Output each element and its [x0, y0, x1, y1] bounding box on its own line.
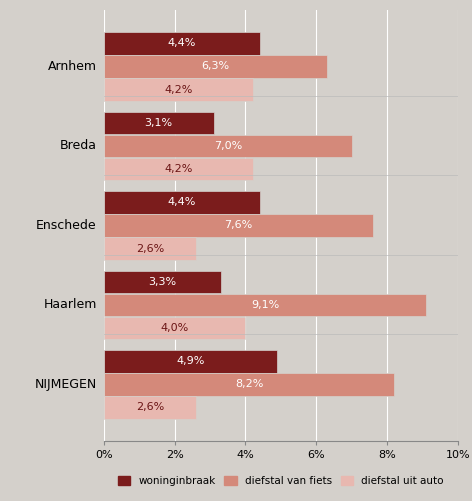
Bar: [104, 214, 373, 236]
Text: Breda: Breda: [60, 139, 97, 152]
Bar: [104, 373, 394, 396]
Text: 3,3%: 3,3%: [148, 277, 177, 287]
Bar: [104, 350, 278, 373]
Text: 4,4%: 4,4%: [168, 197, 196, 207]
Text: 3,1%: 3,1%: [144, 118, 173, 128]
Text: 4,4%: 4,4%: [168, 39, 196, 49]
Text: 4,0%: 4,0%: [160, 323, 189, 333]
Text: 2,6%: 2,6%: [136, 243, 164, 254]
Bar: [104, 158, 253, 180]
Text: 9,1%: 9,1%: [251, 300, 279, 310]
Text: 6,3%: 6,3%: [201, 62, 229, 72]
Text: 8,2%: 8,2%: [235, 379, 263, 389]
Text: 4,2%: 4,2%: [164, 164, 193, 174]
Bar: [104, 55, 327, 78]
Text: NIJMEGEN: NIJMEGEN: [34, 378, 97, 391]
Bar: [104, 191, 260, 213]
Text: 7,6%: 7,6%: [224, 220, 253, 230]
Bar: [104, 237, 196, 260]
Bar: [104, 294, 426, 316]
Text: Arnhem: Arnhem: [48, 60, 97, 73]
Bar: [104, 135, 352, 157]
Bar: [104, 317, 245, 339]
Legend: woninginbraak, diefstal van fiets, diefstal uit auto: woninginbraak, diefstal van fiets, diefs…: [118, 476, 444, 486]
Text: Enschede: Enschede: [36, 219, 97, 232]
Bar: [104, 271, 220, 293]
Text: 4,2%: 4,2%: [164, 85, 193, 95]
Text: 2,6%: 2,6%: [136, 402, 164, 412]
Bar: [104, 112, 213, 134]
Text: 7,0%: 7,0%: [214, 141, 242, 151]
Bar: [104, 32, 260, 55]
Bar: [104, 396, 196, 419]
Text: Haarlem: Haarlem: [43, 299, 97, 312]
Bar: [104, 78, 253, 101]
Text: 4,9%: 4,9%: [177, 356, 205, 366]
